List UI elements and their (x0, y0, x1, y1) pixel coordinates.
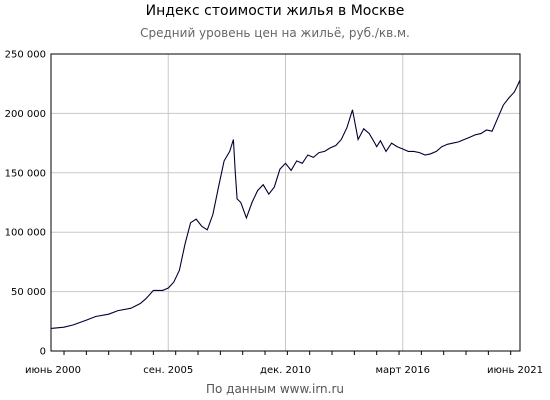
x-tick-label: март 2016 (376, 365, 430, 376)
y-tick-label: 200 000 (5, 109, 46, 120)
data-source-note: По данным www.irn.ru (205, 382, 345, 396)
x-tick-label: дек. 2010 (260, 365, 311, 376)
x-tick-label: июнь 2021 (487, 365, 543, 376)
series-line (50, 79, 521, 329)
y-tick-label: 150 000 (5, 168, 46, 179)
plot-frame (50, 53, 521, 352)
x-tick-label: сен. 2005 (143, 365, 193, 376)
chart-title: Индекс стоимости жилья в Москве (145, 3, 405, 19)
y-tick-label: 250 000 (5, 50, 46, 61)
y-tick-label: 0 (40, 347, 46, 358)
y-tick-label: 50 000 (11, 287, 46, 298)
x-tick-label: июнь 2000 (25, 365, 81, 376)
y-tick-label: 100 000 (5, 228, 46, 239)
chart-subtitle: Средний уровень цен на жильё, руб./кв.м. (140, 26, 410, 40)
